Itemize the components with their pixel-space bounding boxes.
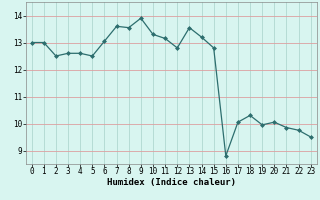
X-axis label: Humidex (Indice chaleur): Humidex (Indice chaleur) bbox=[107, 178, 236, 187]
